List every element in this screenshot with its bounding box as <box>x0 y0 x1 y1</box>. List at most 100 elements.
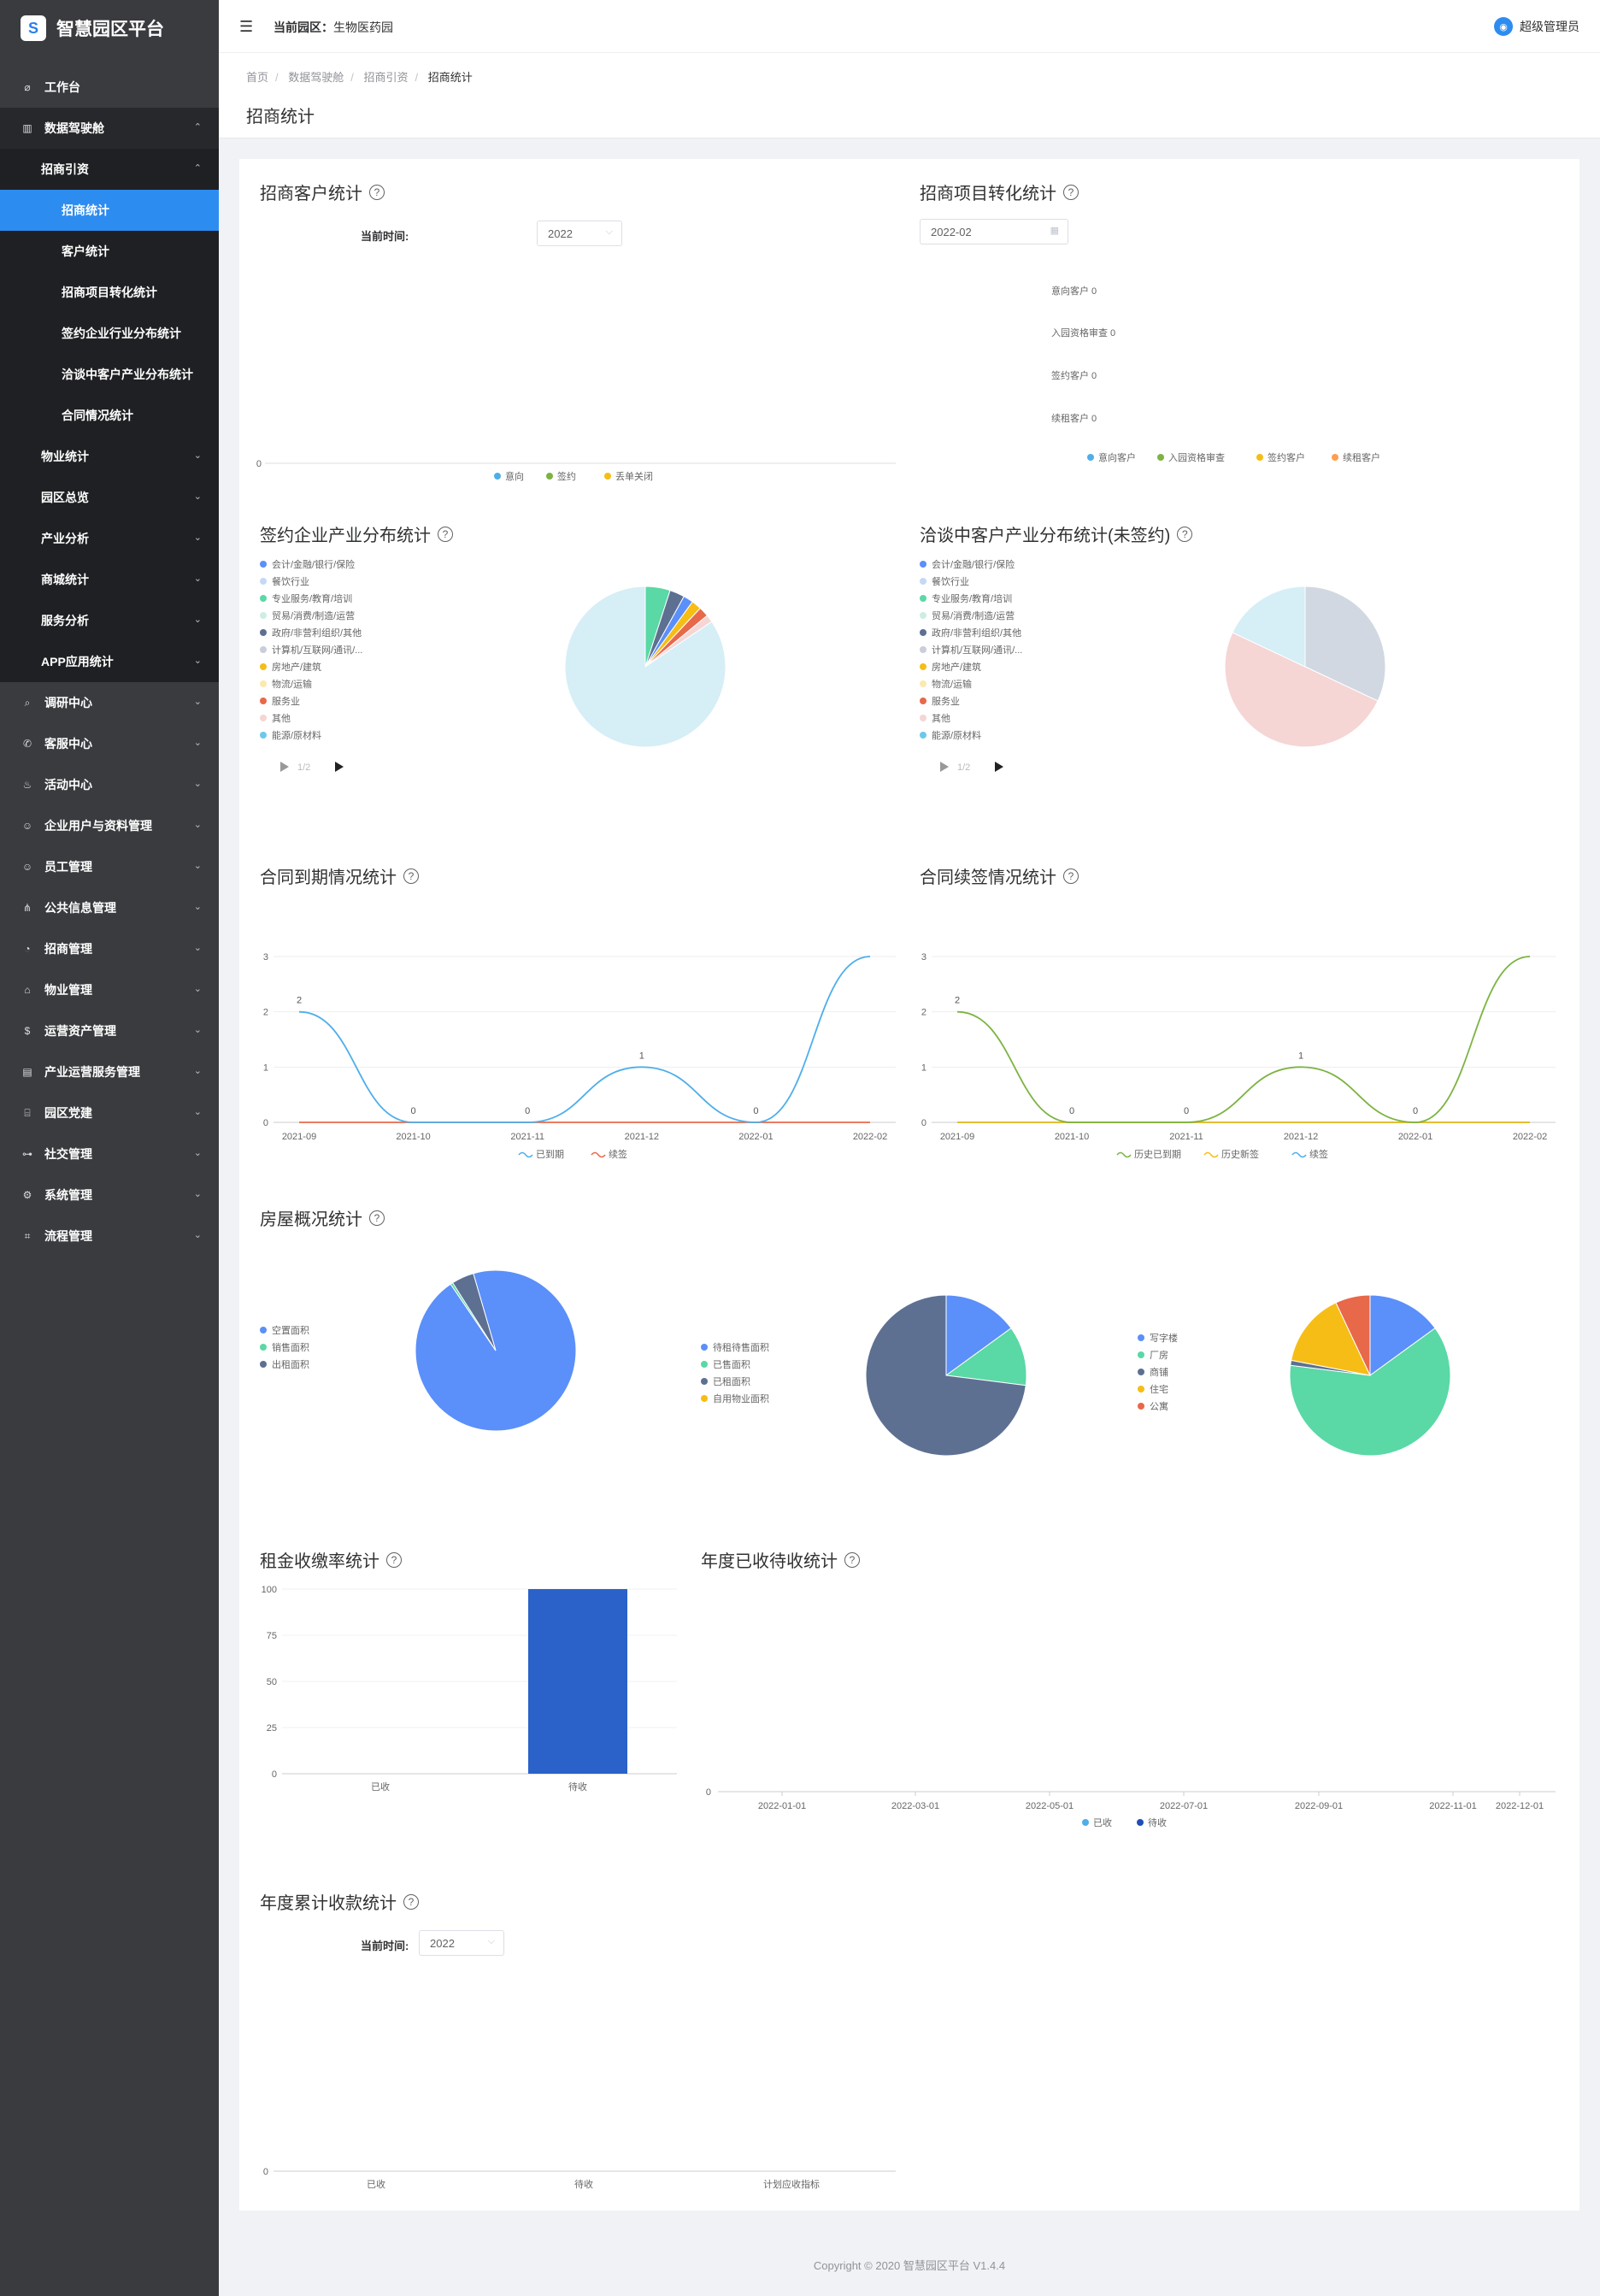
sidebar-item[interactable]: ◔ 招商管理 ⌄ <box>0 928 219 969</box>
sidebar-item[interactable]: 商城统计 ⌄ <box>0 559 219 600</box>
legend-dot <box>260 1344 267 1351</box>
legend-item: 能源/原材料 <box>932 729 981 741</box>
logo-icon: S <box>21 15 46 41</box>
sidebar-item[interactable]: ⋔ 公共信息管理 ⌄ <box>0 887 219 928</box>
user-menu[interactable]: ◉ 超级管理员 <box>1494 17 1579 36</box>
sidebar-item[interactable]: ⌂ 物业管理 ⌄ <box>0 969 219 1010</box>
sidebar-item[interactable]: ☺ 企业用户与资料管理 ⌄ <box>0 805 219 846</box>
sidebar-item[interactable]: ⌸ 园区党建 ⌄ <box>0 1092 219 1133</box>
sidebar-item[interactable]: ⌗ 流程管理 ⌄ <box>0 1216 219 1257</box>
help-icon[interactable]: ? <box>369 1210 385 1226</box>
y-tick-label: 3 <box>921 952 926 963</box>
legend-item: 计算机/互联网/通讯/... <box>932 644 1022 656</box>
legend-item: 餐饮行业 <box>932 575 969 587</box>
sidebar-item[interactable]: ▥ 数据驾驶舱 ⌃ <box>0 108 219 149</box>
year-select[interactable]: 2022 ⌵ <box>537 221 622 246</box>
year-select[interactable]: 2022 ⌵ <box>419 1930 504 1956</box>
sidebar-item-label: 活动中心 <box>44 778 92 792</box>
help-icon[interactable]: ? <box>844 1551 860 1568</box>
pie-slice <box>564 586 726 748</box>
sidebar-item[interactable]: 物业统计 ⌄ <box>0 436 219 477</box>
app-logo[interactable]: S 智慧园区平台 <box>0 0 219 56</box>
x-tick-label: 2021-12 <box>1284 1132 1318 1142</box>
phone-icon: ✆ <box>22 738 32 750</box>
x-tick-label: 2022-01 <box>1398 1132 1432 1142</box>
chevron-up-icon: ⌃ <box>193 163 202 174</box>
series-line <box>298 956 871 1123</box>
legend-dot <box>1138 1351 1144 1358</box>
sidebar-item-label: 招商项目转化统计 <box>62 286 157 299</box>
y-tick-label: 3 <box>263 952 268 963</box>
sidebar-item[interactable]: ⌀ 工作台 <box>0 67 219 108</box>
sidebar-item[interactable]: 签约企业行业分布统计 <box>0 313 219 354</box>
legend-dot <box>701 1344 708 1351</box>
sidebar-item[interactable]: ⊶ 社交管理 ⌄ <box>0 1133 219 1174</box>
sidebar-item[interactable]: 招商项目转化统计 <box>0 272 219 313</box>
help-icon[interactable]: ? <box>1063 184 1079 200</box>
help-icon[interactable]: ? <box>403 868 419 884</box>
menu-toggle-icon[interactable]: ☰ <box>239 18 254 35</box>
sidebar-item[interactable]: 产业分析 ⌄ <box>0 518 219 559</box>
statistics-card: 招商客户统计? 当前时间: 2022 ⌵ 招商项目转化统计? 2022-02 ▦ 签… <box>239 159 1579 2211</box>
chevron-down-icon: ⌄ <box>193 902 202 912</box>
time-label: 当前时间: <box>361 230 409 243</box>
chevron-down-icon: ⌄ <box>193 1189 202 1199</box>
data-label: 0 <box>1069 1106 1074 1116</box>
help-icon[interactable]: ? <box>1177 526 1193 542</box>
legend-item: 商铺 <box>1150 1366 1168 1378</box>
x-tick-label: 计划应收指标 <box>763 2178 820 2190</box>
sidebar-item-label: 工作台 <box>44 80 80 94</box>
legend-item: 专业服务/教育/培训 <box>932 592 1012 604</box>
sidebar-item[interactable]: ♨ 活动中心 ⌄ <box>0 764 219 805</box>
sidebar-item[interactable]: ▤ 产业运营服务管理 ⌄ <box>0 1051 219 1092</box>
help-icon[interactable]: ? <box>438 526 453 542</box>
legend-item: 自用物业面积 <box>713 1392 769 1404</box>
chevron-down-icon: ⌵ <box>487 1936 495 1946</box>
sidebar-item[interactable]: 合同情况统计 <box>0 395 219 436</box>
sidebar-item[interactable]: ✆ 客服中心 ⌄ <box>0 723 219 764</box>
users-icon: ☺ <box>21 820 33 832</box>
sidebar-item-label: 园区总览 <box>41 491 89 504</box>
legend-dot <box>1138 1386 1144 1392</box>
legend-item: 空置面积 <box>272 1324 309 1336</box>
legend-pager: 1/2 <box>957 762 970 773</box>
help-icon[interactable]: ? <box>1063 868 1079 884</box>
breadcrumb-item[interactable]: 招商引资 <box>363 71 409 84</box>
breadcrumb-item[interactable]: 首页 <box>246 71 269 84</box>
legend-dot <box>920 698 926 704</box>
sidebar-item[interactable]: 园区总览 ⌄ <box>0 477 219 518</box>
chevron-down-icon: ⌄ <box>193 450 202 461</box>
sidebar-menu: ⌀ 工作台 ▥ 数据驾驶舱 ⌃ 招商引资 ⌃ 招商统计 客户统计招商项目转化统计签约企业行业分布… <box>0 67 219 1257</box>
help-icon[interactable]: ? <box>369 184 385 200</box>
sidebar-item-label: 企业用户与资料管理 <box>44 819 152 833</box>
category-label: 续租客户 0 <box>1051 412 1097 424</box>
sidebar-item[interactable]: ⌕ 调研中心 ⌄ <box>0 682 219 723</box>
app-name: 智慧园区平台 <box>56 20 164 39</box>
legend-item: 计算机/互联网/通讯/... <box>272 644 362 656</box>
help-icon[interactable]: ? <box>386 1551 402 1568</box>
help-icon[interactable]: ? <box>403 1893 419 1910</box>
sidebar-item[interactable]: 招商引资 ⌃ <box>0 149 219 190</box>
legend-item: 丢单关闭 <box>615 470 653 482</box>
sidebar-item[interactable]: 服务分析 ⌄ <box>0 600 219 641</box>
sidebar-item[interactable]: 洽谈中客户产业分布统计 <box>0 354 219 395</box>
sidebar-item[interactable]: ⚙ 系统管理 ⌄ <box>0 1174 219 1216</box>
sidebar-item[interactable]: 招商统计 <box>0 190 219 231</box>
x-tick-label: 2022-02 <box>853 1132 887 1142</box>
sidebar-item[interactable]: 客户统计 <box>0 231 219 272</box>
legend-item: 政府/非营利组织/其他 <box>932 627 1021 639</box>
breadcrumb-item[interactable]: 数据驾驶舱 <box>288 71 344 84</box>
month-picker[interactable]: 2022-02 ▦ <box>920 219 1068 244</box>
sidebar: S 智慧园区平台 ⌀ 工作台 ▥ 数据驾驶舱 ⌃ 招商引资 ⌃ 招商统计 客户统计招商项目转化统… <box>0 0 219 2296</box>
flow-icon: ⌗ <box>24 1229 31 1242</box>
legend-dot <box>260 629 267 636</box>
x-tick-label: 已收 <box>371 1781 390 1793</box>
next-page-icon <box>335 762 344 772</box>
sidebar-item-label: 运营资产管理 <box>44 1024 116 1038</box>
y-tick-label: 0 <box>263 1118 268 1128</box>
legend-item: 意向 <box>505 470 524 482</box>
sidebar-item[interactable]: ☺ 员工管理 ⌄ <box>0 846 219 887</box>
sidebar-item[interactable]: APP应用统计 ⌄ <box>0 641 219 682</box>
x-tick-label: 2022-02 <box>1513 1132 1547 1142</box>
sidebar-item[interactable]: $ 运营资产管理 ⌄ <box>0 1010 219 1051</box>
